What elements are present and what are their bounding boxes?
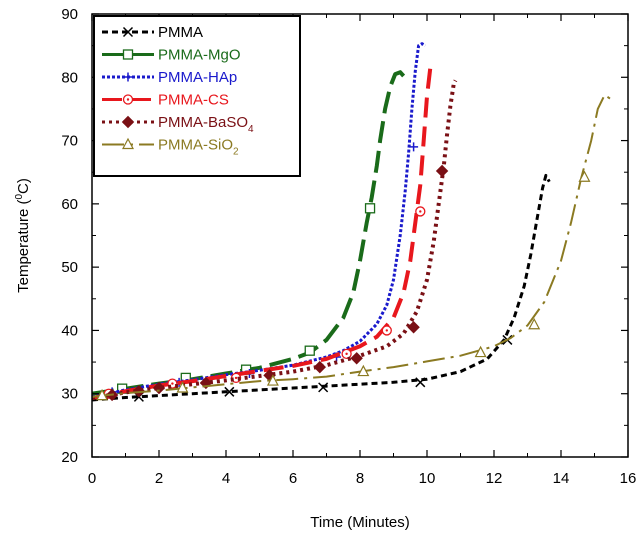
legend-marker-4 — [121, 115, 135, 129]
legend-label-0: PMMA — [158, 24, 203, 41]
y-axis-title-superscript: 0 — [14, 194, 25, 200]
legend-item-5: PMMA-SiO2 — [102, 137, 239, 158]
legend-marker-0 — [122, 26, 134, 38]
legend-label-text-3: PMMA-CS — [158, 92, 229, 109]
series-5 — [92, 94, 612, 401]
x-tick-label-4: 8 — [356, 470, 364, 487]
x-tick-label-2: 4 — [222, 470, 230, 487]
x-tick-label-6: 12 — [486, 470, 503, 487]
x-axis-title: Time (Minutes) — [310, 514, 409, 531]
legend-label-2: PMMA-HAp — [158, 69, 237, 86]
y-tick-label-5: 70 — [61, 133, 78, 150]
legend-item-4: PMMA-BaSO4 — [102, 114, 254, 135]
series-1-point-3 — [304, 345, 315, 356]
series-1 — [92, 70, 406, 396]
legend-label-text-0: PMMA — [158, 24, 203, 41]
legend-label-text-5: PMMA-SiO — [158, 137, 233, 154]
series-1-point-4 — [364, 203, 376, 214]
x-tick-label-8: 16 — [620, 470, 637, 487]
y-tick-label-3: 50 — [61, 259, 78, 276]
series-0 — [92, 173, 551, 402]
series-5-point-5 — [528, 317, 541, 330]
plot-area — [92, 42, 612, 402]
legend-label-3: PMMA-CS — [158, 92, 229, 109]
series-5-point-1 — [176, 381, 189, 393]
series-4-point-8 — [435, 164, 449, 178]
y-tick-label-4: 60 — [61, 196, 78, 213]
legend-marker-5 — [122, 137, 134, 150]
series-0-point-2 — [318, 382, 329, 393]
series-4-point-6 — [350, 352, 363, 365]
series-5-point-4 — [474, 345, 487, 358]
series-3-point-3 — [341, 348, 352, 359]
y-axis-title-main: Temperature ( — [15, 200, 32, 293]
legend-label-5: PMMA-SiO2 — [158, 137, 239, 158]
legend-label-text-2: PMMA-HAp — [158, 69, 237, 86]
legend-item-0: PMMA — [102, 24, 203, 41]
series-3-point-4 — [381, 325, 392, 336]
series-5-point-0 — [96, 388, 109, 401]
series-5-point-2 — [266, 374, 279, 386]
y-tick-label-0: 20 — [61, 449, 78, 466]
series-5-point-6 — [578, 170, 591, 182]
legend-label-subscript-5: 2 — [233, 147, 239, 158]
y-tick-label-6: 80 — [61, 69, 78, 86]
y-tick-label-2: 40 — [61, 322, 78, 339]
series-2-point-4 — [409, 142, 419, 152]
legend-label-subscript-4: 4 — [248, 124, 254, 135]
axes: 0 2 4 6 8 10 12 14 16 20 30 40 50 60 70 80 90 — [61, 6, 636, 487]
legend-marker-1 — [122, 49, 134, 60]
series-line-1 — [92, 70, 406, 396]
y-axis-title-tail: C) — [15, 178, 32, 194]
legend-label-text-4: PMMA-BaSO — [158, 114, 248, 131]
series-line-4 — [92, 79, 458, 401]
series-4-point-2 — [152, 381, 166, 395]
legend-item-2: PMMA-HAp — [102, 69, 237, 86]
legend-marker-2 — [123, 72, 133, 82]
legend-item-1: PMMA-MgO — [102, 47, 241, 64]
x-tick-label-0: 0 — [88, 470, 96, 487]
legend-label-1: PMMA-MgO — [158, 47, 241, 64]
x-tick-label-1: 2 — [155, 470, 163, 487]
series-4-point-5 — [313, 360, 327, 374]
series-5-point-3 — [357, 364, 370, 377]
y-tick-label-7: 90 — [61, 6, 78, 23]
x-tick-label-5: 10 — [419, 470, 436, 487]
x-tick-label-7: 14 — [553, 470, 570, 487]
series-line-5 — [92, 94, 612, 398]
series-0-point-3 — [415, 377, 426, 388]
series-4-point-7 — [407, 321, 420, 334]
legend-marker-3 — [122, 94, 134, 105]
legend-label-4: PMMA-BaSO4 — [158, 114, 254, 135]
series-0-point-1 — [224, 386, 235, 397]
y-axis-title: Temperature (0C) — [14, 178, 32, 293]
series-3-point-5 — [415, 206, 426, 217]
y-tick-label-1: 30 — [61, 386, 78, 403]
x-tick-label-3: 6 — [289, 470, 297, 487]
legend-label-text-1: PMMA-MgO — [158, 47, 241, 64]
series-line-0 — [92, 173, 551, 402]
legend: PMMAPMMA-MgOPMMA-HApPMMA-CSPMMA-BaSO4PMM… — [93, 15, 301, 177]
legend-item-3: PMMA-CS — [102, 92, 229, 109]
series-4-point-3 — [199, 376, 213, 390]
